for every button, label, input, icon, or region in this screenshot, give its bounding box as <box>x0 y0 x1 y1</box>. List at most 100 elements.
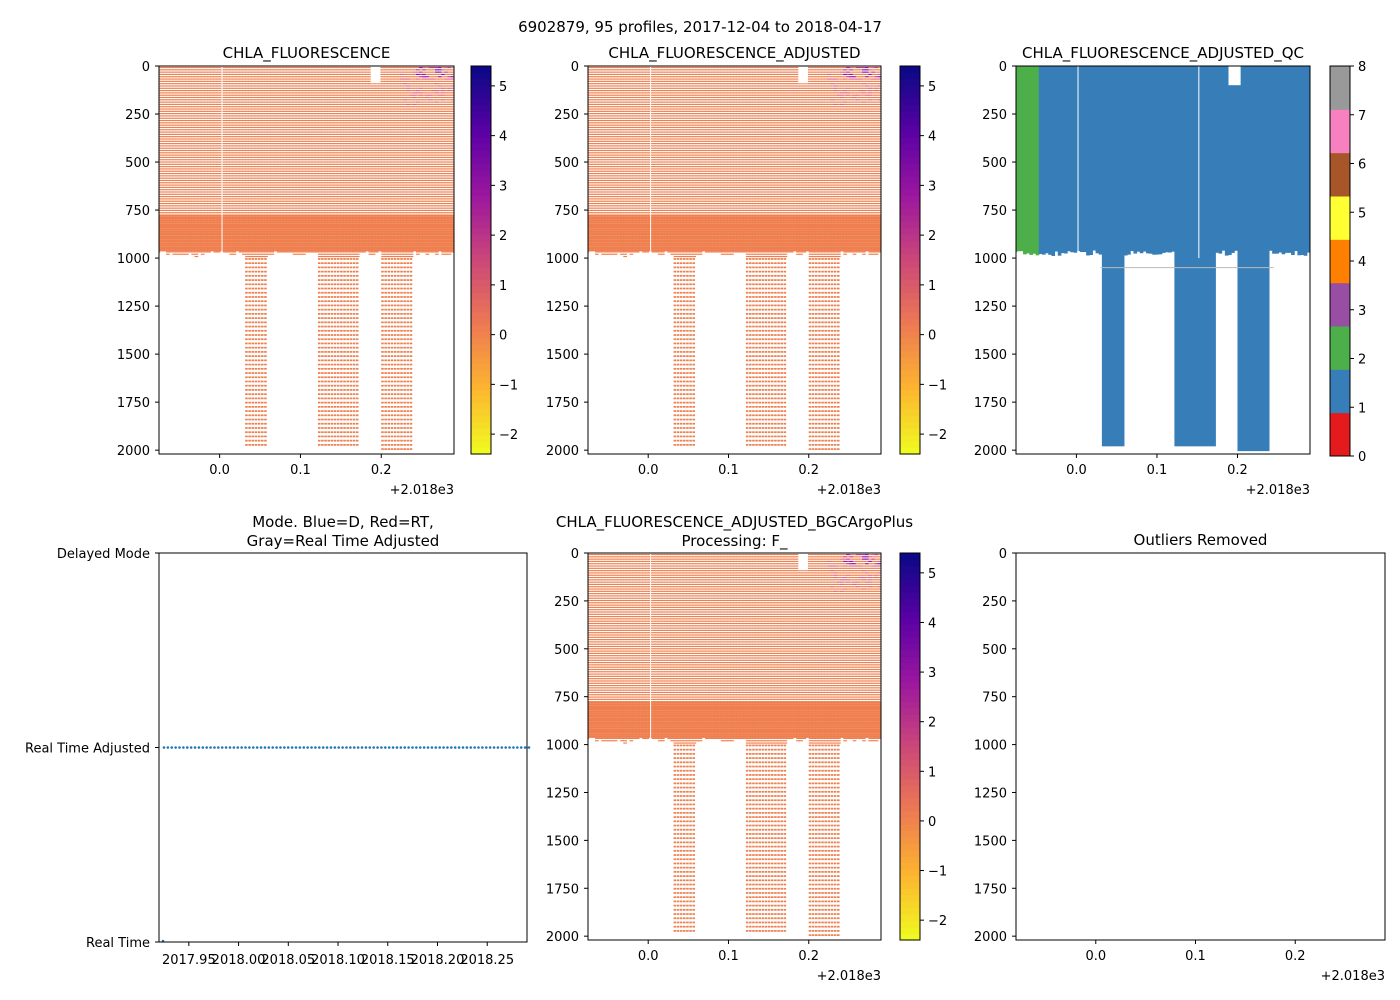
profile-cell <box>194 226 199 229</box>
profile-cell <box>172 115 177 117</box>
profile-cell <box>260 129 265 131</box>
profile-cell <box>298 94 303 96</box>
profile-cell <box>210 147 215 149</box>
profile-cell <box>226 140 230 142</box>
profile-cell <box>210 78 215 80</box>
profile-cell <box>324 136 328 138</box>
profile-cell <box>223 126 227 129</box>
profile-cell <box>321 96 325 99</box>
profile-cell <box>327 226 332 229</box>
profile-cell <box>191 117 196 119</box>
profile-cell <box>223 152 227 154</box>
profile-cell <box>238 207 243 209</box>
profile-cell <box>210 179 215 182</box>
profile-cell <box>302 251 306 253</box>
profile-cell <box>204 149 208 152</box>
profile-cell <box>172 99 177 101</box>
profile-cell <box>175 216 180 220</box>
profile-cell <box>270 94 275 96</box>
profile-cell <box>191 126 196 129</box>
profile-cell <box>289 126 294 129</box>
profile-cell <box>248 170 252 172</box>
profile-cell <box>257 103 262 105</box>
profile-cell <box>302 179 306 182</box>
profile-cell <box>169 119 173 122</box>
profile-cell <box>330 78 335 80</box>
profile-cell <box>226 145 230 147</box>
profile-cell <box>223 154 227 156</box>
profile-cell <box>232 92 237 94</box>
profile-cell <box>210 71 215 73</box>
profile-cell <box>204 94 208 96</box>
profile-cell <box>178 235 183 238</box>
profile-cell <box>254 329 258 332</box>
profile-cell <box>178 154 183 156</box>
profile-cell <box>273 69 278 71</box>
profile-cell <box>248 177 252 179</box>
profile-cell <box>251 131 256 133</box>
profile-cell <box>238 90 243 92</box>
profile-cell <box>260 401 264 404</box>
profile-cell <box>311 200 316 202</box>
profile-cell <box>327 212 332 214</box>
profile-cell <box>200 239 205 243</box>
profile-cell <box>194 124 199 126</box>
profile-cell <box>159 76 164 78</box>
profile-cell <box>264 147 268 149</box>
profile-cell <box>283 87 287 89</box>
profile-cell <box>181 184 186 186</box>
profile-cell <box>159 175 161 177</box>
profile-cell <box>166 230 170 233</box>
profile-cell <box>207 232 211 236</box>
profile-cell <box>289 71 294 73</box>
profile-cell <box>286 90 290 92</box>
profile-cell <box>283 228 287 231</box>
profile-cell <box>159 156 161 159</box>
profile-cell <box>200 145 205 147</box>
profile-cell <box>229 172 234 175</box>
profile-cell <box>159 189 161 191</box>
profile-cell <box>324 209 328 212</box>
profile-cell <box>317 122 322 124</box>
profile-cell <box>185 131 189 133</box>
profile-cell <box>257 113 262 115</box>
profile-cell <box>327 159 332 161</box>
profile-cell <box>185 182 189 184</box>
profile-cell <box>232 175 237 177</box>
profile-cell <box>295 159 300 161</box>
profile-cell <box>159 228 164 231</box>
profile-cell <box>292 115 297 117</box>
profile-cell <box>166 221 170 224</box>
profile-cell <box>175 113 180 115</box>
profile-cell <box>257 249 262 252</box>
profile-cell <box>178 71 183 73</box>
profile-cell <box>245 376 248 379</box>
profile-cell <box>289 108 294 110</box>
profile-cell <box>267 189 271 191</box>
profile-cell <box>267 177 271 179</box>
profile-cell <box>270 249 275 252</box>
profile-cell <box>264 367 267 370</box>
profile-cell <box>257 431 261 434</box>
profile-cell <box>188 152 192 154</box>
profile-cell <box>213 66 218 69</box>
profile-cell <box>317 444 321 446</box>
profile-cell <box>292 85 297 87</box>
profile-cell <box>267 69 271 71</box>
profile-cell <box>242 189 246 191</box>
profile-cell <box>188 131 192 133</box>
profile-cell <box>270 172 275 175</box>
profile-cell <box>324 110 328 112</box>
profile-cell <box>264 106 268 108</box>
profile-cell <box>292 251 297 253</box>
profile-cell <box>194 239 199 243</box>
profile-cell <box>302 249 306 252</box>
profile-cell <box>327 143 332 145</box>
profile-cell <box>295 228 300 231</box>
profile-cell <box>292 126 297 129</box>
profile-cell <box>210 117 215 119</box>
profile-cell <box>321 279 324 281</box>
profile-cell <box>302 226 306 229</box>
profile-cell <box>188 156 192 159</box>
profile-cell <box>254 226 259 229</box>
